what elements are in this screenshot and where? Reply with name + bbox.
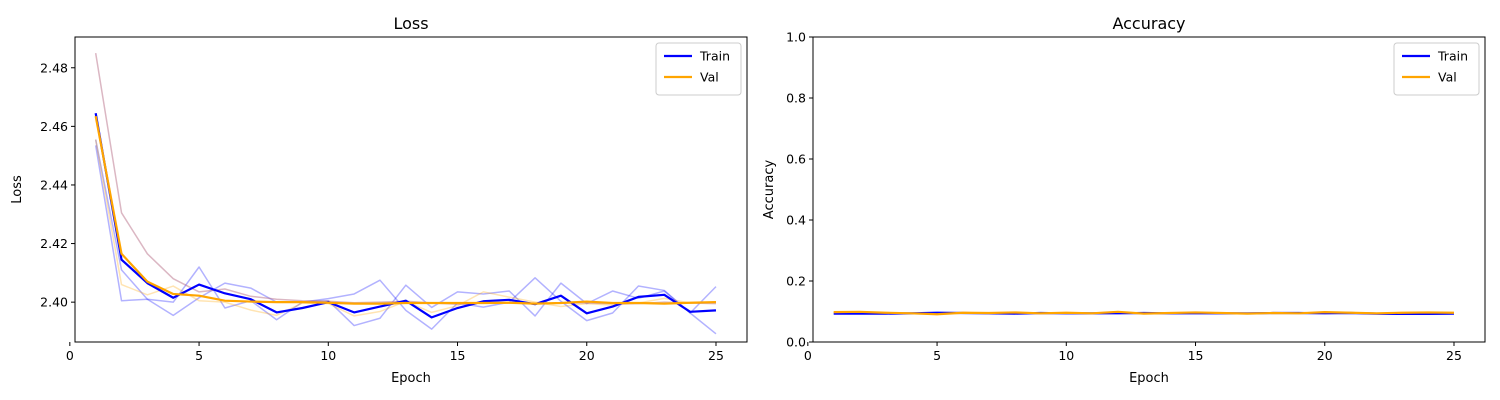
y-tick-label: 0.6 [786, 152, 806, 167]
y-axis-label: Loss [10, 175, 25, 204]
x-tick-label: 25 [708, 348, 724, 363]
series-faded-3 [94, 139, 717, 335]
y-tick-label: 2.48 [40, 60, 68, 75]
axes-frame [74, 36, 748, 343]
legend: Train Val [655, 42, 742, 96]
y-tick-label: 0.8 [786, 91, 806, 106]
x-tick-label: 5 [933, 348, 941, 363]
series-line [94, 139, 717, 335]
series-train [94, 112, 717, 319]
series-line [94, 112, 717, 319]
x-tick-label: 0 [66, 348, 74, 363]
x-tick-label: 10 [1058, 348, 1074, 363]
series-val [94, 115, 717, 305]
legend-label: Train [1437, 49, 1468, 64]
legend-label: Val [700, 70, 719, 85]
y-tick-label: 2.42 [40, 236, 68, 251]
series-line [94, 145, 717, 327]
chart-panel-loss: Loss 0 5 10 15 20 25 2.40 2.42 2.44 2.46 2.48 Epoch L… [10, 14, 748, 386]
x-axis-label: Epoch [391, 371, 431, 386]
y-tick-label: 0.2 [786, 274, 806, 289]
x-tick-label: 10 [320, 348, 336, 363]
y-tick-label: 0.4 [786, 213, 806, 228]
legend-label: Train [699, 49, 730, 64]
legend: Train Val [1393, 42, 1480, 96]
x-tick-label: 0 [804, 348, 812, 363]
y-tick-label: 0.0 [786, 335, 806, 350]
x-tick-label: 20 [1317, 348, 1333, 363]
chart-title: Loss [393, 14, 428, 33]
x-tick-label: 15 [450, 348, 466, 363]
chart-title: Accuracy [1112, 14, 1185, 33]
y-tick-label: 2.40 [40, 295, 68, 310]
axes-frame [812, 36, 1486, 343]
x-tick-label: 20 [579, 348, 595, 363]
y-tick-label: 2.46 [40, 119, 68, 134]
x-tick-label: 15 [1188, 348, 1204, 363]
series-line [94, 115, 717, 305]
x-tick-label: 25 [1446, 348, 1462, 363]
y-tick-label: 1.0 [786, 30, 806, 45]
x-axis-label: Epoch [1129, 371, 1169, 386]
y-axis-label: Accuracy [762, 160, 777, 220]
legend-label: Val [1438, 70, 1457, 85]
series-faded-2 [94, 145, 717, 327]
y-tick-label: 2.44 [40, 177, 68, 192]
x-tick-label: 5 [195, 348, 203, 363]
series-val [833, 310, 1454, 316]
series-line [833, 310, 1454, 316]
chart-panel-accuracy: Accuracy 0 5 10 15 20 25 0.0 0.2 0.4 0.6 0.8 1.0 Epoc… [762, 14, 1486, 386]
